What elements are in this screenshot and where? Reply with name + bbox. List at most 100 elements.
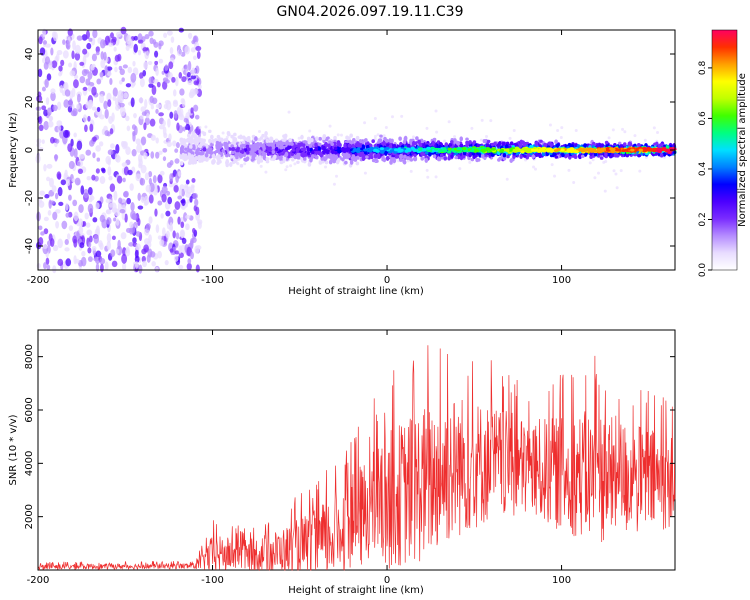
noise-blob bbox=[363, 121, 367, 125]
noise-blob bbox=[174, 250, 180, 255]
signal-core-blob bbox=[657, 147, 663, 151]
noise-blob bbox=[125, 146, 131, 156]
signal-blob bbox=[256, 137, 261, 142]
signal-blob bbox=[321, 150, 326, 155]
snr-x-tick-label: -100 bbox=[201, 575, 224, 586]
signal-blob bbox=[333, 146, 338, 150]
signal-blob bbox=[413, 153, 417, 158]
noise-blob bbox=[119, 106, 126, 117]
noise-blob bbox=[154, 208, 158, 217]
noise-blob bbox=[64, 89, 71, 97]
noise-blob bbox=[121, 262, 127, 271]
signal-blob bbox=[238, 153, 243, 158]
noise-blob bbox=[105, 155, 111, 165]
noise-blob bbox=[103, 51, 107, 61]
noise-blob bbox=[180, 230, 185, 238]
signal-blob bbox=[237, 135, 242, 139]
noise-blob bbox=[373, 117, 377, 121]
signal-blob bbox=[280, 144, 284, 150]
signal-blob bbox=[306, 147, 311, 152]
signal-blob bbox=[613, 153, 618, 158]
signal-blob bbox=[245, 150, 250, 155]
noise-blob bbox=[179, 88, 185, 96]
noise-blob bbox=[95, 250, 102, 258]
noise-blob bbox=[85, 222, 91, 228]
noise-blob bbox=[159, 239, 165, 247]
noise-blob bbox=[72, 40, 76, 51]
signal-blob bbox=[356, 155, 360, 160]
signal-blob bbox=[231, 146, 235, 152]
noise-blob bbox=[130, 97, 135, 108]
noise-blob bbox=[95, 202, 100, 210]
noise-blob bbox=[140, 196, 145, 203]
signal-blob bbox=[297, 152, 302, 157]
noise-blob bbox=[132, 60, 136, 67]
signal-blob bbox=[342, 155, 347, 160]
noise-blob bbox=[112, 95, 117, 101]
signal-blob bbox=[230, 151, 235, 155]
noise-blob bbox=[194, 114, 200, 120]
snr-panel: -200 -100 0 100 2000 4000 6000 8000 Height of … bbox=[8, 329, 676, 596]
signal-core-blob bbox=[652, 147, 657, 151]
noise-blob bbox=[43, 120, 49, 131]
signal-core-blob bbox=[389, 149, 395, 153]
signal-blob bbox=[504, 144, 509, 149]
noise-blob bbox=[236, 162, 240, 166]
noise-blob bbox=[76, 140, 83, 151]
noise-blob bbox=[162, 147, 168, 153]
signal-blob bbox=[361, 156, 366, 162]
noise-blob bbox=[148, 194, 154, 204]
noise-blob bbox=[548, 123, 552, 127]
noise-blob bbox=[146, 113, 150, 119]
signal-core-blob bbox=[515, 149, 520, 153]
noise-blob bbox=[69, 70, 76, 77]
noise-blob bbox=[289, 164, 293, 168]
signal-blob bbox=[454, 156, 459, 160]
spectrogram-y-tick-label: -20 bbox=[24, 190, 35, 206]
noise-blob bbox=[181, 198, 186, 207]
snr-y-axis-label: SNR (10 * v/v) bbox=[8, 414, 19, 485]
noise-blob bbox=[111, 260, 118, 268]
signal-blob bbox=[211, 139, 215, 144]
noise-blob bbox=[180, 98, 185, 104]
noise-blob bbox=[99, 39, 106, 49]
signal-blob bbox=[322, 135, 326, 141]
noise-blob bbox=[111, 112, 115, 122]
noise-blob bbox=[177, 171, 182, 177]
signal-blob bbox=[184, 147, 188, 151]
signal-blob bbox=[417, 139, 421, 144]
noise-blob bbox=[169, 47, 174, 55]
noise-blob bbox=[110, 249, 116, 257]
noise-blob bbox=[52, 244, 59, 252]
signal-blob bbox=[343, 147, 347, 153]
noise-blob bbox=[173, 209, 177, 215]
signal-blob bbox=[388, 144, 393, 150]
noise-blob bbox=[183, 64, 188, 70]
noise-blob bbox=[297, 136, 301, 140]
noise-blob bbox=[68, 98, 73, 108]
noise-blob bbox=[83, 188, 89, 199]
noise-blob bbox=[186, 71, 191, 78]
signal-core-blob bbox=[548, 147, 553, 151]
noise-blob bbox=[99, 257, 106, 265]
noise-blob bbox=[71, 87, 76, 98]
signal-blob bbox=[188, 148, 193, 154]
figure-title: GN04.2026.097.19.11.C39 bbox=[277, 4, 464, 20]
noise-blob bbox=[161, 193, 167, 203]
noise-blob bbox=[198, 84, 202, 90]
signal-blob bbox=[341, 152, 346, 157]
signal-blob bbox=[335, 159, 340, 165]
signal-blob bbox=[599, 144, 604, 149]
signal-blob bbox=[283, 133, 288, 139]
noise-blob bbox=[162, 120, 166, 127]
colorbar-ticks: 0.0 0.2 0.4 0.6 0.8 bbox=[698, 60, 712, 277]
signal-blob bbox=[371, 139, 375, 144]
noise-blob bbox=[166, 141, 172, 148]
noise-blob bbox=[122, 191, 129, 198]
noise-blob bbox=[534, 167, 538, 171]
noise-blob bbox=[74, 52, 81, 61]
signal-blob bbox=[269, 137, 273, 143]
signal-blob bbox=[346, 153, 351, 159]
noise-blob bbox=[181, 76, 187, 83]
